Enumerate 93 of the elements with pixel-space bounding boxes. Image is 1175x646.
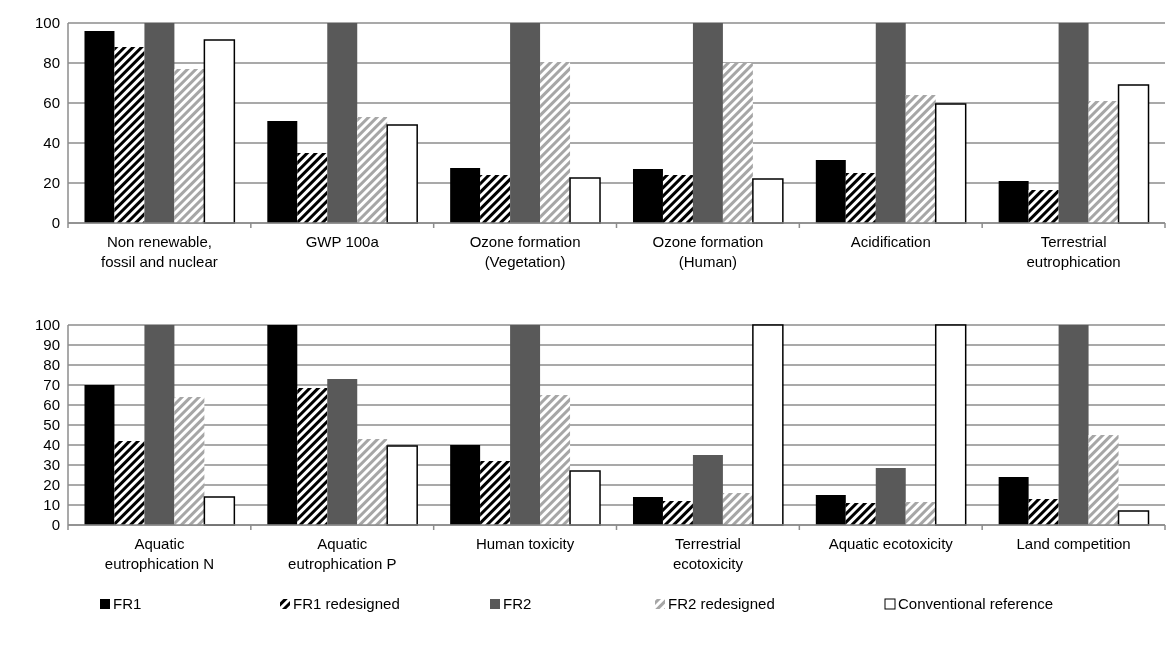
bar bbox=[357, 117, 388, 223]
bar bbox=[905, 502, 936, 525]
legend-label: FR1 redesigned bbox=[293, 595, 400, 613]
bar bbox=[692, 23, 723, 223]
x-tick-label: Non renewable, fossil and nuclear bbox=[101, 233, 218, 270]
bar bbox=[450, 445, 481, 525]
y-tick-label: 60 bbox=[43, 396, 60, 414]
bar bbox=[84, 31, 115, 223]
bar bbox=[722, 493, 753, 525]
bar bbox=[297, 153, 328, 223]
y-tick-label: 40 bbox=[43, 134, 60, 152]
bar bbox=[480, 461, 511, 525]
bar bbox=[114, 47, 145, 223]
bar bbox=[752, 324, 784, 526]
bar bbox=[297, 388, 328, 525]
x-tick-label: Acidification bbox=[850, 233, 931, 250]
y-tick-label: 0 bbox=[51, 516, 60, 534]
bar bbox=[934, 324, 967, 526]
y-tick-label: 100 bbox=[34, 316, 60, 334]
bar bbox=[203, 496, 236, 526]
y-tick-label: 100 bbox=[34, 14, 60, 32]
x-tick-label: Human toxicity bbox=[475, 535, 575, 552]
bar bbox=[144, 325, 175, 525]
legend-label: FR1 bbox=[113, 595, 142, 613]
x-tick-label: GWP 100a bbox=[305, 233, 380, 250]
bar bbox=[632, 497, 663, 525]
y-tick-label: 20 bbox=[43, 174, 60, 192]
x-tick-label: Ozone formation (Human) bbox=[652, 233, 764, 270]
bar bbox=[480, 175, 511, 223]
bar bbox=[662, 175, 693, 223]
bar bbox=[174, 69, 205, 223]
y-tick-label: 40 bbox=[43, 436, 60, 454]
bar bbox=[998, 181, 1029, 223]
bar bbox=[815, 160, 846, 223]
bar bbox=[662, 501, 693, 525]
x-tick-label: Terrestrial eutrophication bbox=[1026, 233, 1121, 270]
bar bbox=[267, 325, 298, 525]
bar bbox=[1088, 101, 1119, 223]
bar bbox=[267, 121, 298, 223]
x-tick-label: Land competition bbox=[1016, 535, 1131, 552]
bar bbox=[327, 23, 358, 223]
legend-label: Conventional reference bbox=[898, 595, 1054, 613]
bar bbox=[875, 468, 906, 525]
bar bbox=[722, 63, 753, 223]
y-tick-label: 90 bbox=[43, 336, 60, 354]
bar bbox=[386, 445, 418, 526]
y-tick-label: 70 bbox=[43, 376, 60, 394]
bar bbox=[845, 173, 876, 223]
bar bbox=[540, 62, 571, 223]
bar bbox=[1058, 23, 1089, 223]
legend-label: FR2 redesigned bbox=[668, 595, 775, 613]
bar bbox=[357, 439, 388, 525]
bar bbox=[998, 477, 1029, 525]
bar bbox=[569, 177, 601, 224]
bar bbox=[845, 503, 876, 525]
y-tick-label: 60 bbox=[43, 94, 60, 112]
bar bbox=[752, 178, 784, 224]
y-tick-label: 10 bbox=[43, 496, 60, 514]
bar bbox=[692, 455, 723, 525]
y-tick-label: 80 bbox=[43, 356, 60, 374]
bar bbox=[1088, 435, 1119, 525]
bar bbox=[540, 395, 571, 525]
bar bbox=[386, 124, 418, 224]
bar bbox=[1117, 84, 1150, 224]
bar bbox=[174, 397, 205, 525]
bar bbox=[1058, 325, 1089, 525]
bar bbox=[905, 95, 936, 223]
x-tick-label: Aquatic eutrophication P bbox=[288, 535, 397, 572]
x-tick-label: Aquatic eutrophication N bbox=[104, 535, 215, 572]
bar bbox=[84, 385, 115, 525]
bar bbox=[875, 23, 906, 223]
bar bbox=[450, 168, 481, 223]
y-tick-label: 0 bbox=[51, 214, 60, 232]
y-tick-label: 30 bbox=[43, 456, 60, 474]
bar bbox=[569, 470, 601, 526]
bar bbox=[934, 103, 967, 224]
bar bbox=[1028, 190, 1059, 223]
y-tick-label: 20 bbox=[43, 476, 60, 494]
y-tick-label: 50 bbox=[43, 416, 60, 434]
bar bbox=[510, 325, 541, 525]
x-tick-label: Aquatic ecotoxicity bbox=[828, 535, 954, 552]
bar bbox=[327, 379, 358, 525]
bar bbox=[144, 23, 175, 223]
bar bbox=[632, 169, 663, 223]
bar bbox=[815, 495, 846, 525]
x-tick-label: Terrestrial ecotoxicity bbox=[672, 535, 744, 572]
bar bbox=[510, 23, 541, 223]
bar bbox=[114, 441, 145, 525]
y-tick-label: 80 bbox=[43, 54, 60, 72]
legend-label: FR2 bbox=[503, 595, 532, 613]
bar bbox=[203, 39, 236, 224]
bar bbox=[1028, 499, 1059, 525]
x-tick-label: Ozone formation (Vegetation) bbox=[469, 233, 581, 270]
